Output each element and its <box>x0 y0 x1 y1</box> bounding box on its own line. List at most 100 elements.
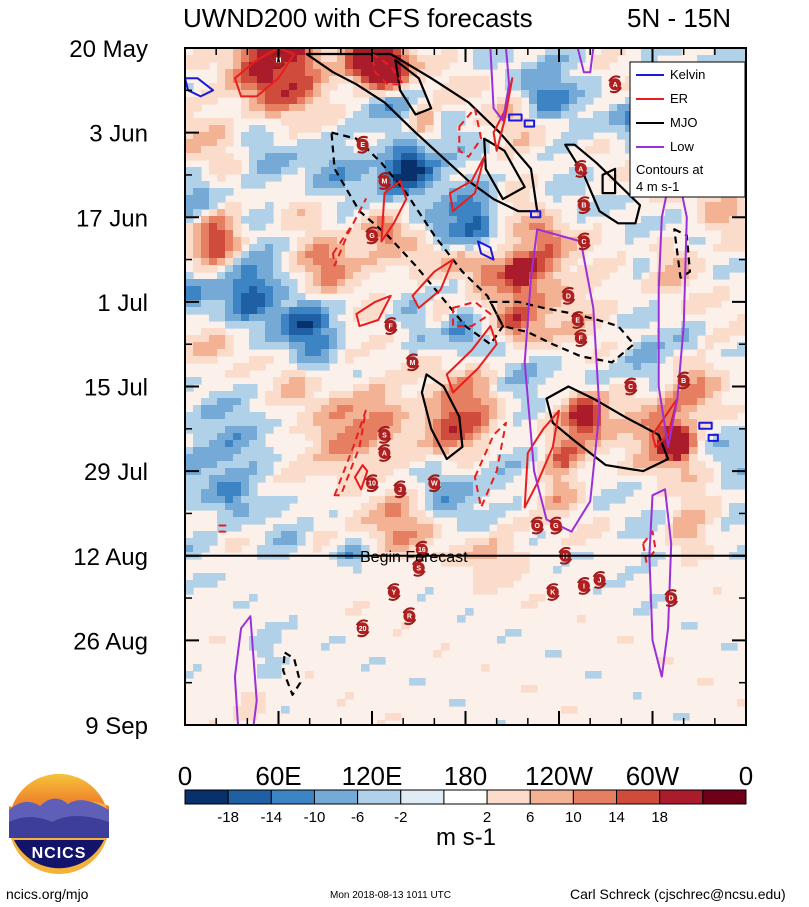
field-cell <box>737 195 746 203</box>
field-cell <box>377 125 386 133</box>
field-cell <box>193 573 202 581</box>
field-cell <box>281 377 290 385</box>
field-cell <box>353 608 362 616</box>
field-cell <box>497 342 506 350</box>
field-cell <box>625 223 634 231</box>
field-cell <box>625 398 634 406</box>
field-cell <box>209 461 218 469</box>
field-cell <box>369 468 378 476</box>
field-cell <box>593 531 602 539</box>
field-cell <box>209 48 218 56</box>
field-cell <box>417 370 426 378</box>
field-cell <box>585 671 594 679</box>
field-cell <box>393 83 402 91</box>
field-cell <box>353 454 362 462</box>
field-cell <box>737 503 746 511</box>
field-cell <box>513 286 522 294</box>
field-cell <box>273 454 282 462</box>
field-cell <box>457 517 466 525</box>
colorbar-cell <box>572 789 618 805</box>
field-cell <box>505 377 514 385</box>
field-cell <box>497 314 506 322</box>
field-cell <box>281 475 290 483</box>
field-cell <box>665 384 674 392</box>
chart-region: 5N - 15N <box>627 3 731 33</box>
field-cell <box>553 475 562 483</box>
field-cell <box>689 272 698 280</box>
field-cell <box>561 132 570 140</box>
field-cell <box>321 97 330 105</box>
field-cell <box>689 377 698 385</box>
field-cell <box>449 503 458 511</box>
field-cell <box>217 272 226 280</box>
field-cell <box>441 230 450 238</box>
field-cell <box>489 286 498 294</box>
field-cell <box>233 265 242 273</box>
field-cell <box>641 608 650 616</box>
field-cell <box>561 111 570 119</box>
field-cell <box>257 636 266 644</box>
field-cell <box>305 90 314 98</box>
field-cell <box>289 335 298 343</box>
field-cell <box>665 349 674 357</box>
field-cell <box>401 314 410 322</box>
field-cell <box>601 195 610 203</box>
field-cell <box>305 321 314 329</box>
field-cell <box>409 181 418 189</box>
field-cell <box>473 419 482 427</box>
footer-url[interactable]: ncics.org/mjo <box>6 886 89 902</box>
field-cell <box>505 286 514 294</box>
field-cell <box>289 314 298 322</box>
field-cell <box>561 475 570 483</box>
field-cell <box>329 636 338 644</box>
field-cell <box>529 412 538 420</box>
field-cell <box>441 62 450 70</box>
field-cell <box>305 286 314 294</box>
field-cell <box>241 601 250 609</box>
field-cell <box>433 174 442 182</box>
field-cell <box>193 356 202 364</box>
field-cell <box>473 146 482 154</box>
field-cell <box>329 167 338 175</box>
field-cell <box>489 223 498 231</box>
field-cell <box>345 538 354 546</box>
field-cell <box>665 328 674 336</box>
field-cell <box>289 377 298 385</box>
field-cell <box>569 188 578 196</box>
field-cell <box>393 412 402 420</box>
field-cell <box>313 139 322 147</box>
field-cell <box>505 321 514 329</box>
field-cell <box>369 76 378 84</box>
field-cell <box>649 559 658 567</box>
field-cell <box>633 608 642 616</box>
field-cell <box>569 419 578 427</box>
field-cell <box>457 510 466 518</box>
field-cell <box>585 328 594 336</box>
field-cell <box>329 118 338 126</box>
field-cell <box>537 328 546 336</box>
field-cell <box>185 111 194 119</box>
colorbar-tick-label: -6 <box>351 809 364 826</box>
field-cell <box>713 272 722 280</box>
field-cell <box>457 202 466 210</box>
field-cell <box>409 244 418 252</box>
field-cell <box>361 167 370 175</box>
field-cell <box>481 104 490 112</box>
storm-marker-arm <box>414 540 428 548</box>
field-cell <box>577 97 586 105</box>
er-contour <box>411 258 454 309</box>
field-cell <box>481 209 490 217</box>
field-cell <box>273 629 282 637</box>
field-cell <box>649 398 658 406</box>
field-cell <box>401 139 410 147</box>
field-cell <box>505 153 514 161</box>
field-cell <box>345 48 354 56</box>
field-cell <box>353 55 362 63</box>
field-cell <box>665 195 674 203</box>
field-cell <box>497 377 506 385</box>
field-cell <box>369 447 378 455</box>
field-cell <box>313 174 322 182</box>
field-cell <box>201 496 210 504</box>
mjo-contour <box>673 228 691 279</box>
field-cell <box>673 405 682 413</box>
